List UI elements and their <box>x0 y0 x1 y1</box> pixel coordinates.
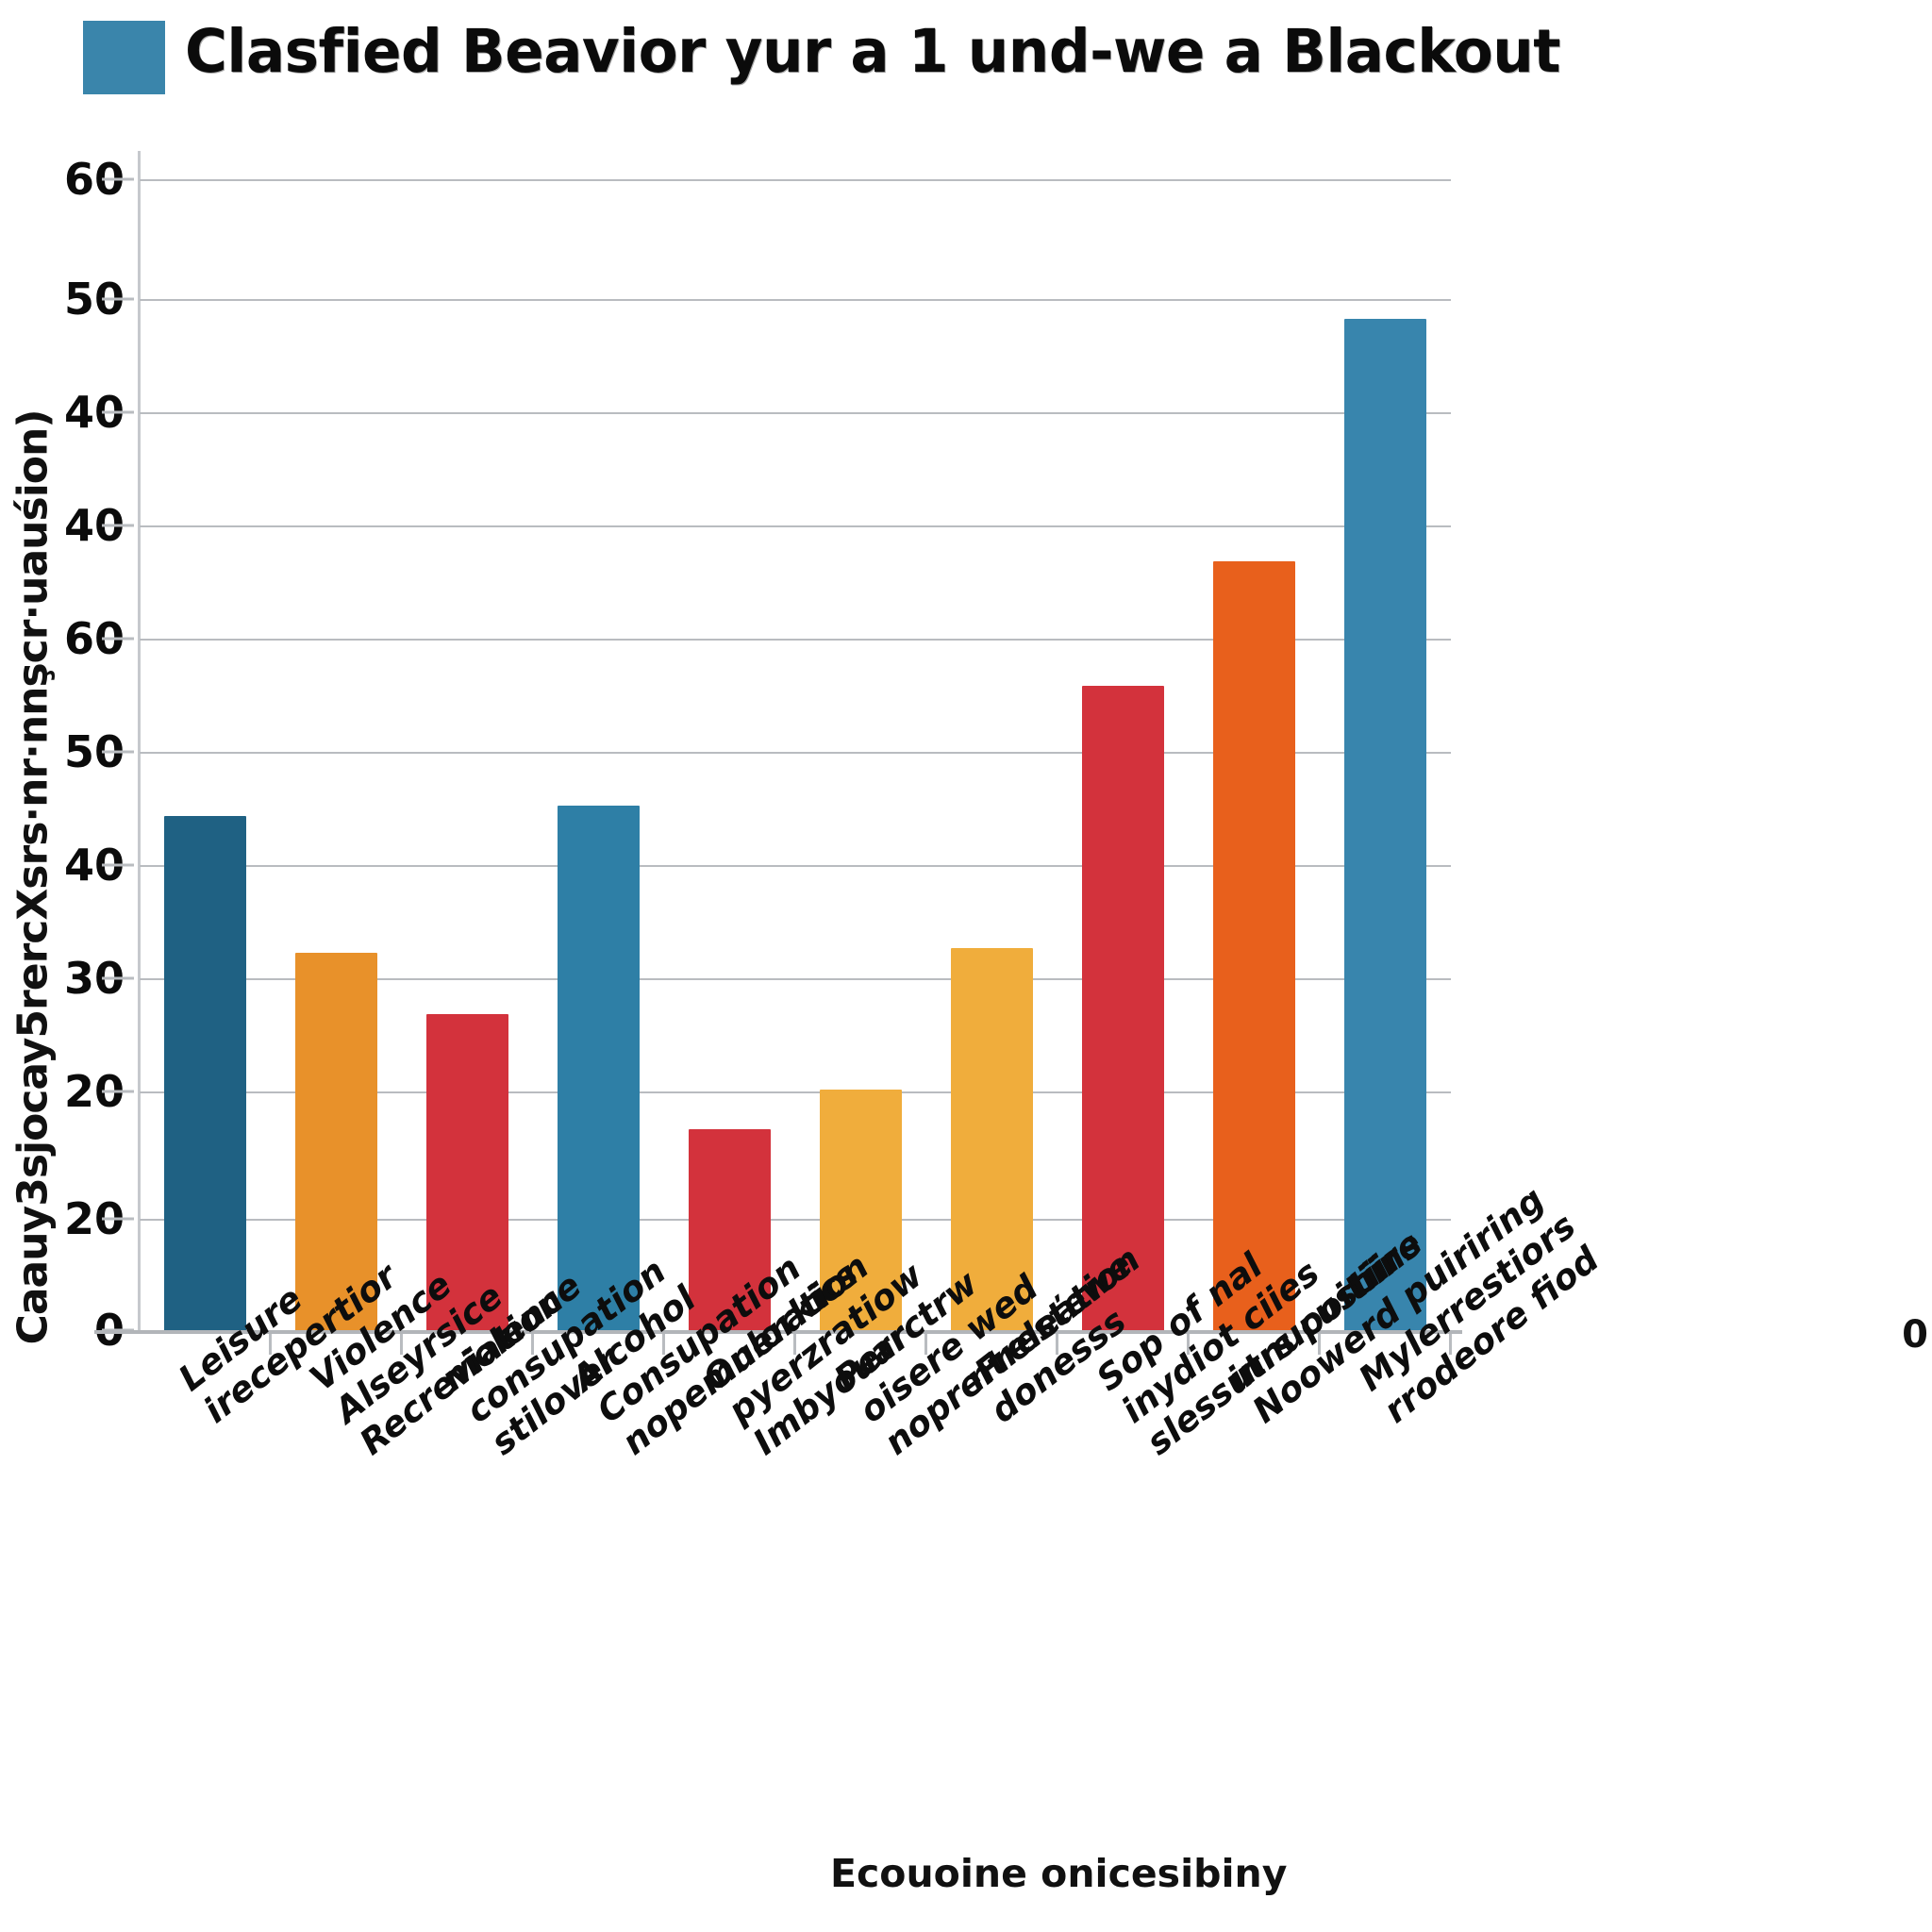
gridline <box>140 299 1451 301</box>
bar[interactable] <box>295 953 377 1332</box>
x-axis-tick-mark <box>1449 1334 1452 1355</box>
legend-row: Clasfied Beavior yur a 1 und-we a Blacko… <box>0 0 1932 142</box>
y-axis-tick-mark <box>102 297 134 301</box>
bar[interactable] <box>558 806 640 1332</box>
x-axis-tick-mark <box>662 1334 665 1355</box>
bar[interactable] <box>1082 686 1164 1332</box>
x-axis-tick-mark <box>400 1334 403 1355</box>
bar[interactable] <box>951 948 1033 1332</box>
y-axis-tick-mark <box>102 637 134 641</box>
y-axis-tick-mark <box>102 410 134 414</box>
plot-area <box>94 151 1462 1334</box>
bar[interactable] <box>1213 561 1295 1332</box>
chart-title: Clasfied Beavior yur a 1 und-we a Blacko… <box>185 17 1561 86</box>
bar[interactable] <box>820 1090 902 1332</box>
right-edge-stub-label: 0 <box>1902 1313 1928 1357</box>
gridline <box>140 639 1451 641</box>
y-axis-tick-mark <box>102 750 134 754</box>
y-axis-tick-mark <box>102 863 134 867</box>
x-axis-tick-mark <box>1318 1334 1321 1355</box>
y-axis-tick-mark <box>102 1090 134 1093</box>
gridline <box>140 525 1451 527</box>
y-axis-tick-mark <box>102 976 134 980</box>
bar[interactable] <box>689 1129 771 1332</box>
x-axis-title: Ecouoine onicesibiny <box>830 1851 1288 1896</box>
gridline <box>140 412 1451 414</box>
bar[interactable] <box>1344 319 1426 1332</box>
y-axis-tick-mark <box>102 1217 134 1221</box>
gridline <box>140 1091 1451 1093</box>
x-axis-line <box>94 1330 1462 1334</box>
legend-color-swatch <box>83 21 165 94</box>
gridline <box>140 865 1451 867</box>
y-axis-tick-mark <box>102 177 134 181</box>
x-axis-tick-mark <box>1187 1334 1190 1355</box>
y-axis-line <box>138 151 141 1332</box>
x-axis-tick-mark <box>1056 1334 1058 1355</box>
bar[interactable] <box>426 1014 508 1332</box>
gridline <box>140 179 1451 181</box>
gridline <box>140 1219 1451 1221</box>
x-axis-tick-mark <box>269 1334 272 1355</box>
gridline <box>140 978 1451 980</box>
x-axis-tick-mark <box>793 1334 796 1355</box>
y-axis-tick-mark <box>102 524 134 527</box>
x-axis-tick-mark <box>924 1334 927 1355</box>
x-axis-tick-mark <box>531 1334 534 1355</box>
gridline <box>140 752 1451 754</box>
bar[interactable] <box>164 816 246 1332</box>
